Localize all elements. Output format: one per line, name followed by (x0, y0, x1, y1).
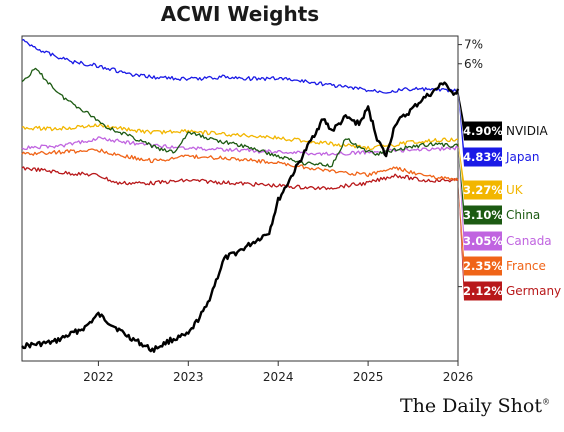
tag-box (464, 121, 502, 141)
series-line-uk (21, 123, 458, 151)
series-name-label: France (506, 259, 546, 273)
brand-logo: The Daily Shot® (400, 395, 550, 417)
x-tick-label: 2024 (263, 370, 294, 384)
tag-value: 3.10% (463, 208, 503, 222)
series-name-label: Germany (506, 284, 561, 298)
tag-box (464, 180, 502, 200)
tag-pointer (458, 139, 464, 200)
series-line-canada (21, 136, 459, 156)
tag-pointer (458, 180, 464, 301)
x-tick-label: 2022 (83, 370, 114, 384)
tag-value: 4.83% (463, 150, 503, 164)
axes: 202220232024202520261%6%7% (21, 35, 483, 384)
plot-frame (21, 35, 459, 362)
tag-box (464, 281, 502, 301)
registered-mark: ® (542, 397, 550, 407)
y-tick-label: 6% (464, 57, 483, 71)
brand-text: The Daily Shot (399, 395, 542, 417)
series-line-nvidia (21, 81, 460, 353)
tag-pointer (458, 90, 464, 167)
tag-box (464, 147, 502, 167)
x-tick-label: 2026 (443, 370, 474, 384)
tag-box (464, 231, 502, 251)
tag-pointer (458, 180, 464, 276)
y-tick-label: 7% (464, 38, 483, 52)
tag-value: 2.12% (463, 284, 503, 298)
tag-box (464, 205, 502, 225)
tag-pointer (458, 145, 464, 225)
chart-title: ACWI Weights (160, 2, 320, 26)
tag-pointer (458, 147, 464, 251)
x-tick-label: 2025 (353, 370, 384, 384)
tag-value: 2.35% (463, 259, 503, 273)
series-line-germany (21, 166, 459, 191)
x-tick-label: 2023 (173, 370, 204, 384)
series-name-label: Japan (505, 150, 539, 164)
series-layer (21, 38, 460, 353)
tag-pointer (458, 88, 464, 141)
series-line-japan (21, 38, 459, 94)
series-name-label: China (506, 208, 540, 222)
tag-value: 3.27% (463, 183, 503, 197)
series-name-label: UK (506, 183, 524, 197)
series-name-label: Canada (506, 234, 552, 248)
series-line-france (21, 148, 459, 182)
tag-value: 4.90% (463, 124, 503, 138)
series-name-label: NVIDIA (506, 124, 549, 138)
tag-value: 3.05% (463, 234, 503, 248)
tag-box (464, 256, 502, 276)
